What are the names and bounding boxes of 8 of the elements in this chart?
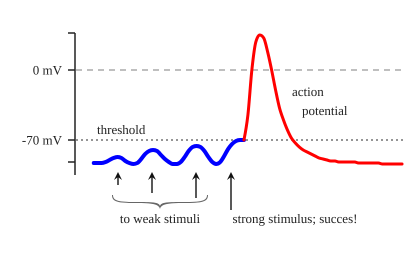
line-series xyxy=(242,34,404,166)
line-series xyxy=(92,138,246,166)
y-tick-label: 0 mV xyxy=(32,62,63,78)
text: to weak stimuli xyxy=(120,211,200,226)
y-tick-label: -70 mV xyxy=(22,132,63,148)
annotation: action potential xyxy=(292,84,348,118)
ref-line-label: threshold xyxy=(97,122,146,137)
text: strong stimulus; succes! xyxy=(232,211,358,226)
